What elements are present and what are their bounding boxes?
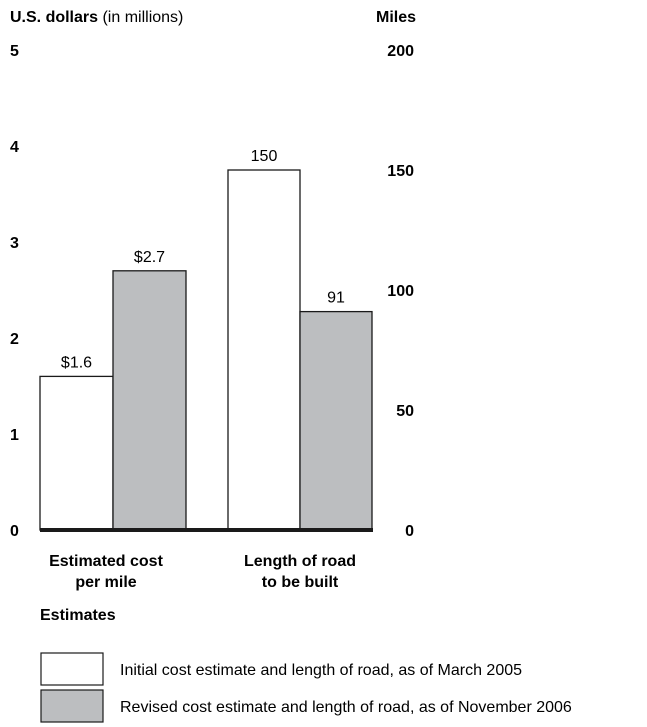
left-tick-label: 3 bbox=[10, 235, 19, 252]
bar-value-label: $1.6 bbox=[61, 354, 92, 371]
category-label: per mile bbox=[75, 574, 136, 591]
bar-value-label: 91 bbox=[327, 290, 345, 307]
bar-initial bbox=[227, 169, 301, 531]
category-label: to be built bbox=[262, 574, 339, 591]
left-tick-label: 5 bbox=[10, 43, 19, 60]
left-tick-label: 0 bbox=[10, 523, 19, 540]
bar-revised bbox=[299, 310, 373, 531]
category-label: Estimated cost bbox=[49, 553, 163, 570]
left-axis-title-bold: U.S. dollars bbox=[10, 9, 98, 26]
right-tick-label: 50 bbox=[396, 403, 414, 420]
right-tick-label: 150 bbox=[387, 163, 414, 180]
left-axis-title-unit: (in millions) bbox=[98, 9, 183, 26]
x-axis-title: Estimates bbox=[40, 607, 116, 624]
legend-swatch-initial bbox=[40, 652, 104, 686]
bar-value-label: 150 bbox=[251, 148, 278, 165]
left-axis-title: U.S. dollars (in millions) bbox=[10, 9, 183, 26]
left-tick-label: 4 bbox=[10, 139, 19, 156]
right-axis-title: Miles bbox=[376, 9, 416, 26]
legend-swatch-revised bbox=[40, 689, 104, 723]
bar-initial bbox=[39, 375, 114, 531]
legend-label-initial: Initial cost estimate and length of road… bbox=[120, 662, 522, 679]
bar-value-label: $2.7 bbox=[134, 249, 165, 266]
legend-label-revised: Revised cost estimate and length of road… bbox=[120, 699, 572, 716]
category-label: Length of road bbox=[244, 553, 356, 570]
left-tick-label: 1 bbox=[10, 427, 19, 444]
right-tick-label: 0 bbox=[405, 523, 414, 540]
right-tick-label: 100 bbox=[387, 283, 414, 300]
right-tick-label: 200 bbox=[387, 43, 414, 60]
bar-revised bbox=[112, 270, 187, 531]
left-tick-label: 2 bbox=[10, 331, 19, 348]
